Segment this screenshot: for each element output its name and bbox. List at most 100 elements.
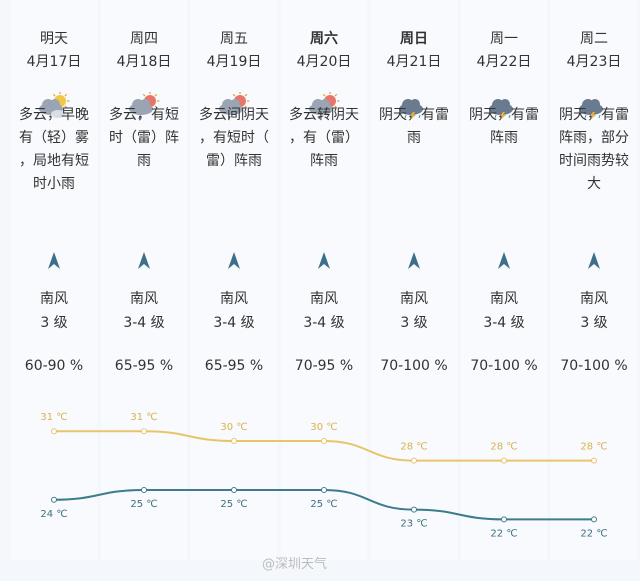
humidity: 70-95 % — [294, 358, 354, 374]
wind-direction: 南风 — [310, 291, 338, 307]
thunderstorm-icon — [396, 92, 432, 120]
wind-direction-arrow-icon — [588, 252, 600, 269]
humidity: 65-95 % — [204, 358, 264, 374]
wind-info: 南风 3-4 级 — [189, 287, 279, 335]
high-temp-point — [591, 457, 597, 464]
day-date: 4月23日 — [566, 54, 622, 70]
wind-direction: 南风 — [400, 291, 428, 307]
day-column-bg — [191, 0, 277, 560]
day-name: 周四 — [130, 31, 158, 47]
day-date: 4月22日 — [476, 54, 532, 70]
day-name: 周二 — [580, 31, 608, 47]
low-temp-point — [141, 487, 147, 493]
day-date: 4月20日 — [296, 54, 352, 70]
low-temp-point — [411, 506, 417, 513]
day-date: 4月21日 — [386, 54, 442, 70]
day-column-bg — [371, 0, 457, 560]
humidity: 60-90 % — [24, 358, 84, 374]
weather-description: 阴天，有雷 阵雨，部分 时间雨势较大 — [559, 107, 629, 192]
day-column-bg — [281, 0, 367, 560]
low-temp-point — [51, 496, 57, 503]
high-temp-label: 31 ℃ — [40, 412, 67, 423]
day-column-bg — [551, 0, 637, 560]
wind-level: 3 级 — [40, 315, 68, 331]
low-temp-point — [501, 516, 507, 523]
wind-direction: 南风 — [40, 291, 68, 307]
high-temp-label: 28 ℃ — [580, 442, 607, 453]
high-temp-label: 28 ℃ — [490, 442, 517, 453]
low-temp-label: 22 ℃ — [490, 528, 517, 539]
weather-description: 多云，有短 时（雷）阵雨 — [109, 107, 179, 169]
high-temp-point — [501, 457, 507, 464]
wind-direction: 南风 — [580, 291, 608, 307]
wind-direction-arrow-icon — [408, 252, 420, 269]
low-temp-label: 25 ℃ — [310, 499, 337, 510]
day-name: 周五 — [220, 31, 248, 47]
high-temp-label: 30 ℃ — [310, 422, 337, 433]
high-temp-point — [321, 438, 327, 444]
day-name: 明天 — [40, 31, 68, 47]
day-name: 周日 — [400, 31, 428, 47]
humidity: 70-100 % — [470, 358, 538, 374]
low-temp-label: 22 ℃ — [580, 528, 607, 539]
thunderstorm-icon — [486, 92, 522, 120]
day-name: 周六 — [310, 31, 338, 47]
weather-description: 阴天，有雷 阵雨 — [469, 107, 539, 146]
high-temp-label: 31 ℃ — [130, 412, 157, 423]
wind-direction-arrow-icon — [48, 252, 60, 269]
wind-direction-arrow-icon — [138, 252, 150, 269]
wind-info: 南风 3 级 — [369, 287, 459, 335]
low-temp-label: 25 ℃ — [130, 499, 157, 510]
wind-direction-arrow-icon — [228, 252, 240, 269]
day-name: 周一 — [490, 31, 518, 47]
low-temp-point — [321, 487, 327, 493]
wind-info: 南风 3 级 — [9, 287, 99, 335]
wind-level: 3 级 — [400, 315, 428, 331]
high-temp-point — [141, 428, 147, 435]
wind-direction: 南风 — [220, 291, 248, 307]
day-date: 4月19日 — [206, 54, 262, 70]
high-temp-point — [231, 438, 237, 444]
day-date: 4月18日 — [116, 54, 172, 70]
wind-level: 3 级 — [580, 315, 608, 331]
wind-direction: 南风 — [490, 291, 518, 307]
low-temp-point — [591, 516, 597, 523]
weather-description: 多云间阴天 ，有短时（ 雷）阵雨 — [199, 107, 269, 169]
high-temp-point — [411, 457, 417, 464]
wind-level: 3-4 级 — [303, 315, 345, 331]
wind-info: 南风 3-4 级 — [279, 287, 369, 335]
wind-direction: 南风 — [130, 291, 158, 307]
high-temp-label: 28 ℃ — [400, 442, 427, 453]
wind-info: 南风 3-4 级 — [99, 287, 189, 335]
wind-level: 3-4 级 — [213, 315, 255, 331]
day-column-bg — [11, 0, 97, 560]
low-temp-label: 25 ℃ — [220, 499, 247, 510]
low-temp-label: 23 ℃ — [400, 519, 427, 530]
cloudy-shower-icon — [306, 91, 342, 120]
high-temp-point — [51, 428, 57, 435]
weather-description: 多云转阴天 ，有（雷） 阵雨 — [289, 107, 359, 169]
high-temp-label: 30 ℃ — [220, 422, 247, 433]
day-date: 4月17日 — [26, 54, 82, 70]
wind-level: 3-4 级 — [123, 315, 165, 331]
weather-description: 多云，早晚 有（轻）雾 ，局地有短 时小雨 — [19, 107, 89, 192]
wind-direction-arrow-icon — [318, 252, 330, 269]
low-temp-point — [231, 487, 237, 493]
cloudy-shower-icon — [126, 91, 162, 120]
partly-cloudy-icon — [36, 91, 72, 120]
watermark: @深圳天气 — [262, 557, 328, 572]
day-column-bg — [101, 0, 187, 560]
wind-info: 南风 3-4 级 — [459, 287, 549, 335]
wind-info: 南风 3 级 — [549, 287, 639, 335]
low-temp-label: 24 ℃ — [40, 509, 67, 520]
humidity: 65-95 % — [114, 358, 174, 374]
humidity: 70-100 % — [380, 358, 448, 374]
wind-level: 3-4 级 — [483, 315, 525, 331]
cloudy-shower-icon — [216, 91, 252, 120]
weather-description: 阴天，有雷雨 — [379, 107, 449, 146]
thunderstorm-icon — [576, 92, 612, 120]
day-column-bg — [461, 0, 547, 560]
wind-direction-arrow-icon — [498, 252, 510, 269]
humidity: 70-100 % — [560, 358, 628, 374]
